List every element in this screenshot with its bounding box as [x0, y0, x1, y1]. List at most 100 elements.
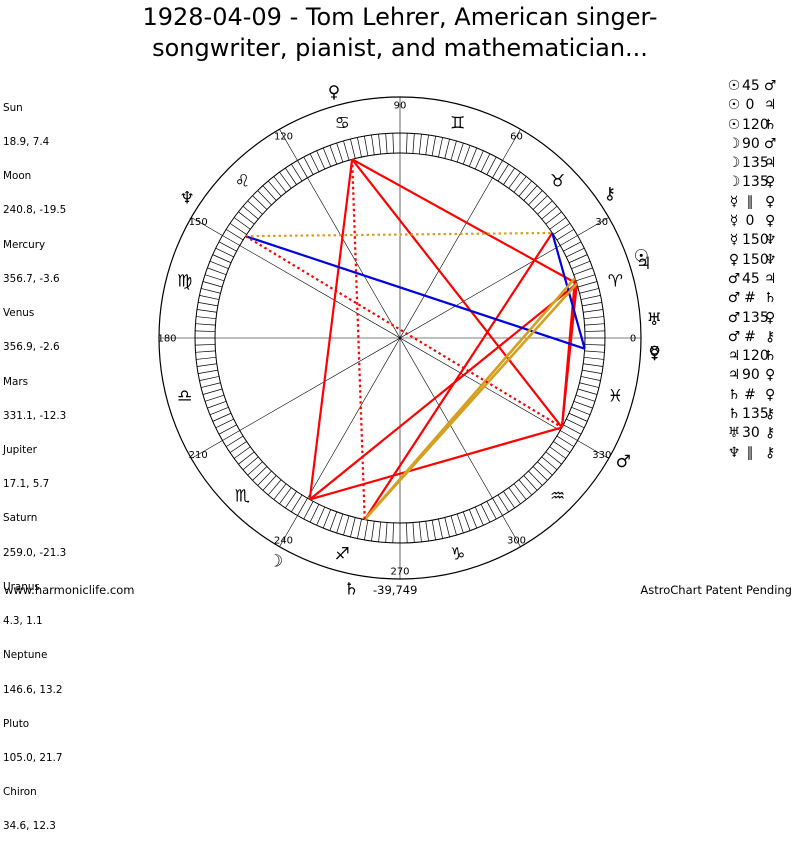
degree-tick — [316, 150, 326, 170]
chart-title: 1928-04-09 - Tom Lehrer, American singer… — [0, 2, 800, 64]
position-name: Saturn — [3, 512, 38, 525]
aspect-planet-b: ♀ — [765, 386, 776, 403]
aspect-line-mercury-neptune — [245, 235, 586, 350]
aspect-angle: # — [744, 290, 756, 307]
degree-tick — [267, 479, 282, 496]
degree-tick — [371, 521, 375, 542]
degree-tick — [195, 323, 216, 326]
position-name: Mars — [3, 375, 29, 388]
aspect-line-jupiter-mars — [560, 283, 578, 428]
degree-tick — [257, 190, 272, 206]
aspect-planet-b: ♄ — [763, 116, 777, 133]
position-name: Mercury — [3, 238, 46, 251]
degree-tick — [425, 134, 429, 155]
degree-tick — [252, 466, 268, 481]
planet-glyph-chiron: ⚷ — [604, 184, 616, 204]
degree-tick — [431, 520, 436, 540]
degree-tick — [571, 260, 591, 270]
aspect-planet-b: ♀ — [765, 193, 776, 210]
degree-tick — [444, 139, 450, 159]
degree-tick — [202, 281, 223, 288]
position-value: 356.7, -3.6 — [3, 272, 60, 285]
degree-label: 210 — [189, 450, 208, 461]
degree-tick — [480, 153, 491, 172]
aspect-angle: 0 — [745, 97, 755, 114]
aspect-line-jupiter-saturn — [363, 282, 578, 521]
degree-tick — [195, 330, 216, 332]
aspect-angle: 0 — [745, 213, 755, 230]
title-line-1: 1928-04-09 - Tom Lehrer, American singer… — [142, 3, 658, 31]
position-name: Chiron — [3, 786, 37, 799]
degree-tick — [285, 491, 297, 509]
degree-tick — [584, 330, 605, 332]
degree-tick — [196, 356, 217, 360]
degree-tick — [577, 281, 598, 288]
aspect-line-saturn-chiron — [363, 232, 554, 521]
aspect-lines — [244, 158, 586, 521]
degree-tick — [444, 517, 450, 537]
aspect-row: ♂ # ⚷ — [726, 328, 800, 347]
sign-divider — [502, 129, 521, 161]
degree-tick — [556, 435, 575, 447]
sign-divider — [279, 129, 298, 161]
aspect-planet-a: ♀ — [728, 251, 740, 268]
degree-tick — [279, 171, 292, 189]
degree-tick — [350, 139, 356, 159]
degree-tick — [568, 412, 588, 422]
degree-tick — [364, 136, 369, 156]
sign-divider — [191, 440, 223, 459]
degree-tick — [450, 140, 457, 161]
degree-tick — [196, 309, 217, 313]
planet-glyph-venus: ♀ — [648, 343, 660, 363]
degree-tick — [497, 494, 509, 513]
aspect-planet-a: ♄ — [727, 406, 741, 423]
sign-divider — [279, 515, 298, 547]
aspect-planet-b: ♀ — [765, 309, 776, 326]
degree-tick — [560, 430, 578, 441]
degree-tick — [357, 518, 362, 539]
degree-tick — [285, 167, 297, 185]
degree-tick — [580, 295, 601, 300]
degree-tick — [199, 295, 220, 300]
planet-glyph-jupiter: ♃ — [636, 254, 651, 274]
degree-tick — [273, 176, 287, 193]
aspect-line-moon-jupiter — [309, 282, 578, 501]
degree-tick — [209, 260, 229, 270]
degree-tick — [350, 517, 356, 537]
degree-tick — [212, 254, 232, 264]
degree-tick — [371, 134, 375, 155]
position-value: 34.6, 12.3 — [3, 820, 56, 833]
sign-glyph-scorpio: ♏ — [235, 487, 250, 507]
degree-tick — [364, 520, 369, 540]
aspect-row: ♄ 135 ⚷ — [726, 405, 800, 424]
degree-tick — [492, 160, 503, 178]
aspect-row: ☉ 45 ♂ — [726, 77, 800, 96]
aspect-planet-b: ♂ — [763, 135, 777, 152]
degree-tick — [583, 356, 604, 360]
website-link[interactable]: www.harmoniclife.com — [4, 583, 135, 597]
degree-tick — [242, 205, 259, 220]
sign-spoke — [239, 245, 561, 431]
degree-tick — [573, 400, 593, 409]
degree-tick — [508, 171, 521, 189]
degree-tick — [406, 522, 408, 543]
degree-tick — [247, 461, 263, 476]
degree-tick — [553, 441, 571, 453]
degree-tick — [582, 302, 602, 307]
position-name: Neptune — [3, 649, 48, 662]
aspect-line-jupiter-pluto — [351, 158, 578, 285]
degree-tick — [566, 418, 585, 429]
degree-tick — [329, 145, 338, 165]
degree-label: 330 — [592, 450, 611, 461]
degree-tick — [229, 223, 247, 235]
degree-tick — [195, 344, 216, 346]
degree-tick — [267, 180, 282, 197]
planet-glyph-mercury: ☿ — [649, 344, 659, 364]
sign-glyph-pisces: ♓ — [608, 387, 623, 407]
degree-tick — [577, 388, 598, 395]
degree-tick — [571, 406, 591, 416]
aspect-row: ☉ 0 ♃ — [726, 96, 800, 115]
degree-tick — [309, 153, 320, 172]
degree-tick — [584, 344, 605, 346]
degree-tick — [303, 156, 314, 175]
